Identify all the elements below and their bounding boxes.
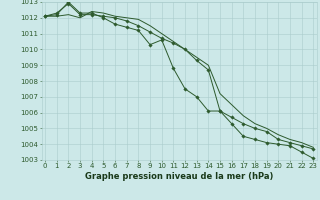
X-axis label: Graphe pression niveau de la mer (hPa): Graphe pression niveau de la mer (hPa)	[85, 172, 273, 181]
